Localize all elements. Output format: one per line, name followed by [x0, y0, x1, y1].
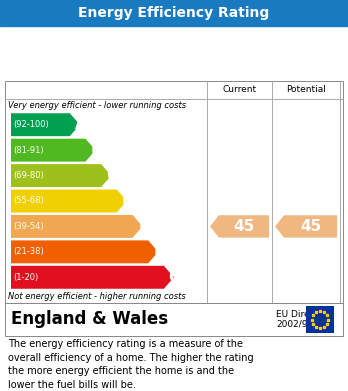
- Text: EU Directive: EU Directive: [276, 310, 332, 319]
- Bar: [306, 306, 334, 333]
- Text: Energy Efficiency Rating: Energy Efficiency Rating: [78, 6, 270, 20]
- Text: (21-38): (21-38): [13, 248, 44, 256]
- Text: F: F: [154, 244, 164, 259]
- Text: D: D: [121, 194, 134, 208]
- Polygon shape: [11, 139, 95, 161]
- Text: A: A: [75, 117, 87, 132]
- Text: G: G: [169, 270, 181, 285]
- Polygon shape: [11, 190, 127, 212]
- Text: Not energy efficient - higher running costs: Not energy efficient - higher running co…: [8, 292, 186, 301]
- Text: Current: Current: [222, 86, 256, 95]
- Text: (81-91): (81-91): [13, 145, 44, 155]
- Text: E: E: [139, 219, 149, 234]
- Polygon shape: [11, 164, 111, 187]
- Text: Very energy efficient - lower running costs: Very energy efficient - lower running co…: [8, 101, 186, 110]
- Text: 45: 45: [300, 219, 321, 234]
- Bar: [5, 303, 343, 336]
- Text: 2002/91/EC: 2002/91/EC: [276, 320, 328, 329]
- Polygon shape: [11, 113, 80, 136]
- Polygon shape: [11, 215, 143, 238]
- Text: England & Wales: England & Wales: [11, 310, 168, 328]
- Text: C: C: [106, 168, 118, 183]
- Text: The energy efficiency rating is a measure of the
overall efficiency of a home. T: The energy efficiency rating is a measur…: [8, 339, 254, 390]
- Text: B: B: [91, 143, 102, 158]
- Bar: [5, 81, 343, 303]
- Polygon shape: [210, 215, 269, 238]
- Text: (1-20): (1-20): [13, 273, 38, 282]
- Text: (92-100): (92-100): [13, 120, 49, 129]
- Text: (69-80): (69-80): [13, 171, 44, 180]
- Text: (39-54): (39-54): [13, 222, 44, 231]
- Text: (55-68): (55-68): [13, 197, 44, 206]
- Polygon shape: [11, 266, 174, 289]
- Polygon shape: [11, 240, 158, 263]
- Text: Potential: Potential: [286, 86, 326, 95]
- Polygon shape: [275, 215, 337, 238]
- Text: 45: 45: [234, 219, 255, 234]
- Bar: [0, 0, 348, 26]
